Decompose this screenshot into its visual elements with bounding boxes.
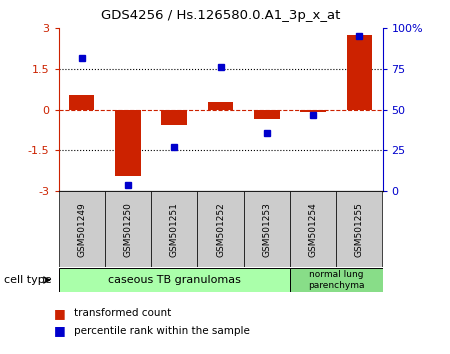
Text: ■: ■ bbox=[54, 307, 66, 320]
Bar bbox=[198, 191, 243, 267]
Text: caseous TB granulomas: caseous TB granulomas bbox=[108, 275, 241, 285]
Bar bbox=[300, 110, 326, 112]
Text: GDS4256 / Hs.126580.0.A1_3p_x_at: GDS4256 / Hs.126580.0.A1_3p_x_at bbox=[101, 9, 340, 22]
Text: normal lung
parenchyma: normal lung parenchyma bbox=[308, 270, 364, 290]
Bar bbox=[243, 191, 290, 267]
Text: transformed count: transformed count bbox=[74, 308, 171, 318]
Text: GSM501250: GSM501250 bbox=[123, 202, 132, 257]
Text: GSM501255: GSM501255 bbox=[355, 202, 364, 257]
Text: GSM501253: GSM501253 bbox=[262, 202, 271, 257]
Bar bbox=[58, 191, 105, 267]
Bar bbox=[69, 95, 94, 110]
Bar bbox=[290, 268, 382, 292]
Bar bbox=[151, 191, 198, 267]
Bar bbox=[254, 110, 279, 119]
Bar bbox=[336, 191, 382, 267]
Bar bbox=[115, 110, 141, 176]
Text: GSM501251: GSM501251 bbox=[170, 202, 179, 257]
Text: percentile rank within the sample: percentile rank within the sample bbox=[74, 326, 250, 336]
Bar bbox=[346, 35, 372, 110]
Bar bbox=[58, 268, 290, 292]
Bar bbox=[162, 110, 187, 125]
Bar bbox=[290, 191, 336, 267]
Bar bbox=[105, 191, 151, 267]
Text: GSM501254: GSM501254 bbox=[309, 202, 318, 257]
Text: GSM501252: GSM501252 bbox=[216, 202, 225, 257]
Text: ■: ■ bbox=[54, 325, 66, 337]
Text: cell type: cell type bbox=[4, 275, 52, 285]
Bar bbox=[208, 102, 233, 110]
Text: GSM501249: GSM501249 bbox=[77, 202, 86, 257]
